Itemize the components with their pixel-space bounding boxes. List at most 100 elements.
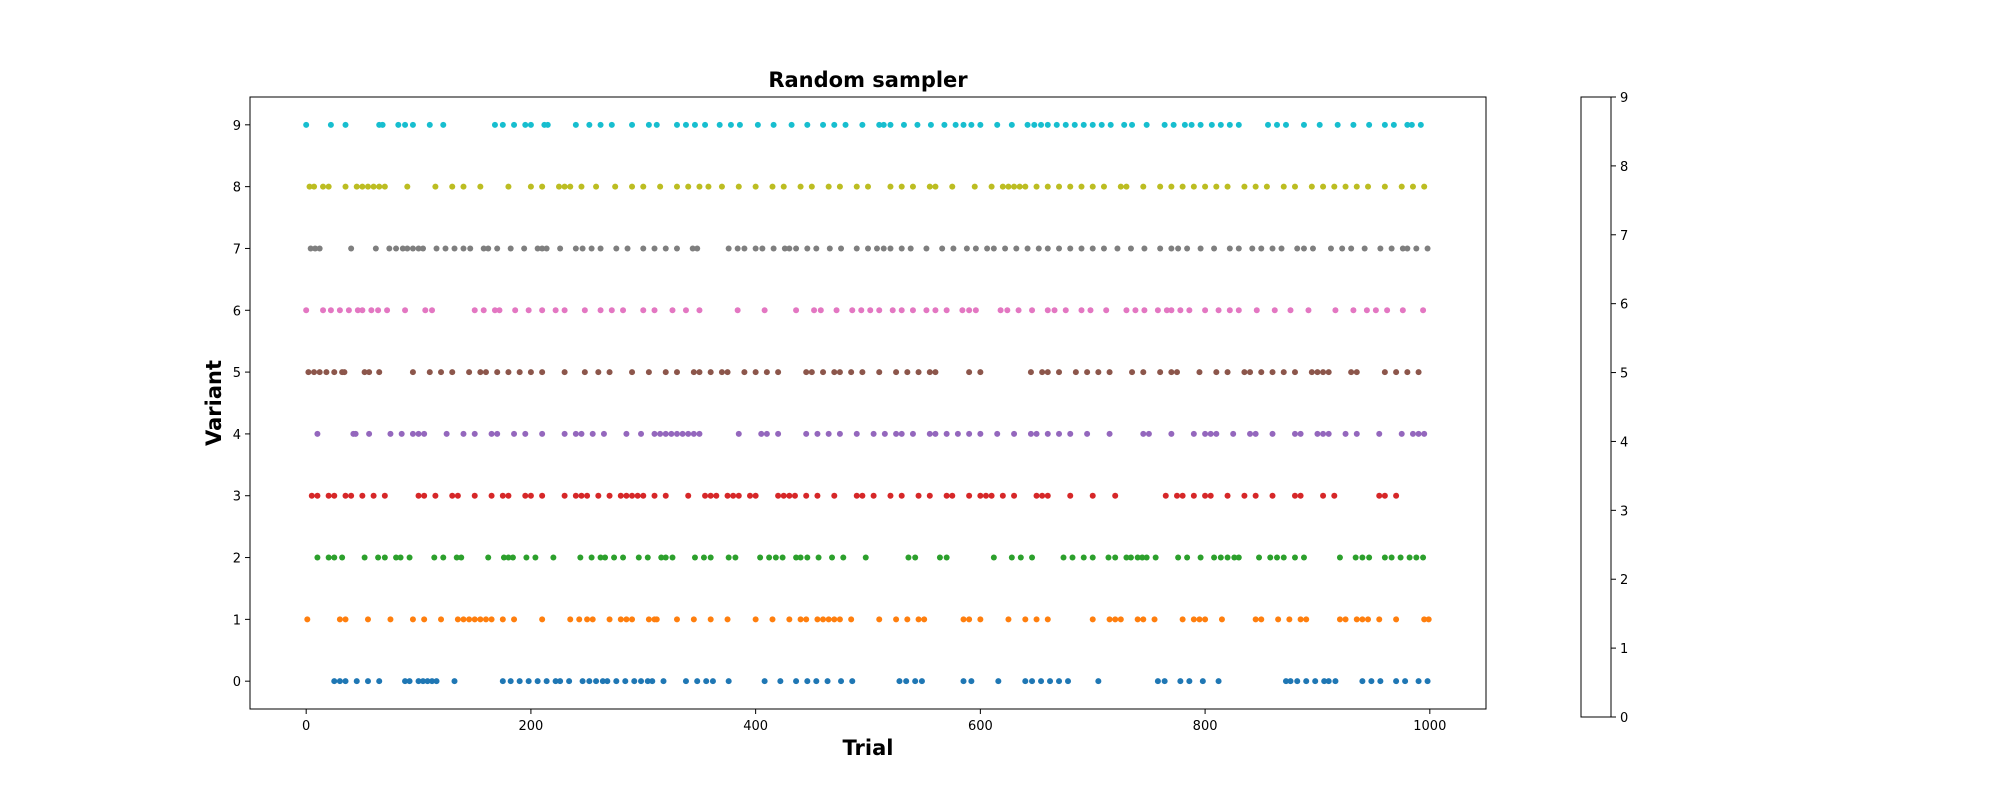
data-point — [314, 554, 321, 561]
data-point — [572, 245, 579, 252]
data-point — [1294, 245, 1301, 252]
data-point — [923, 245, 930, 252]
data-point — [815, 554, 822, 561]
data-point — [662, 245, 669, 252]
data-point — [1031, 121, 1038, 128]
data-point — [523, 554, 530, 561]
data-point — [1112, 492, 1119, 499]
data-point — [1336, 616, 1343, 623]
data-point — [1100, 183, 1107, 190]
colorbar: 0 1 2 3 4 5 6 7 8 9 — [1580, 91, 1628, 726]
data-point — [1252, 430, 1259, 437]
data-point — [984, 245, 991, 252]
data-point — [1336, 554, 1343, 561]
data-point — [1217, 121, 1224, 128]
data-point — [1022, 678, 1029, 685]
data-point — [1106, 430, 1113, 437]
data-point — [873, 245, 880, 252]
data-point — [1421, 430, 1428, 437]
data-point — [1095, 369, 1102, 376]
data-point — [1089, 183, 1096, 190]
data-point — [1143, 121, 1150, 128]
data-point — [638, 678, 645, 685]
y-tick-label: 7 — [233, 242, 241, 257]
data-point — [690, 616, 697, 623]
data-point — [754, 121, 761, 128]
data-point — [669, 307, 676, 314]
data-point — [1275, 616, 1282, 623]
data-point — [725, 554, 732, 561]
data-point — [364, 616, 371, 623]
data-point — [1404, 245, 1411, 252]
data-point — [1297, 430, 1304, 437]
data-point — [1300, 245, 1307, 252]
data-point — [912, 554, 919, 561]
data-point — [808, 183, 815, 190]
data-point — [1154, 307, 1161, 314]
data-point — [966, 492, 973, 499]
data-point — [597, 307, 604, 314]
data-point — [534, 678, 541, 685]
data-point — [1325, 430, 1332, 437]
data-point — [943, 554, 950, 561]
data-point — [1027, 430, 1034, 437]
data-point — [1056, 245, 1063, 252]
data-point — [880, 245, 887, 252]
data-point — [1177, 307, 1184, 314]
data-point — [420, 678, 427, 685]
data-point — [307, 245, 314, 252]
data-point — [769, 616, 776, 623]
y-axis-ticks: 0 1 2 3 4 5 6 7 8 9 — [233, 119, 250, 690]
data-point — [359, 183, 366, 190]
data-point — [1265, 121, 1272, 128]
data-point — [499, 492, 506, 499]
data-point — [1249, 245, 1256, 252]
data-point — [402, 678, 409, 685]
data-point — [327, 121, 334, 128]
data-point — [1089, 245, 1096, 252]
data-point — [1039, 369, 1046, 376]
data-point — [578, 430, 585, 437]
data-point — [1062, 307, 1069, 314]
data-point — [820, 616, 827, 623]
data-point — [968, 678, 975, 685]
data-point — [1381, 121, 1388, 128]
data-point — [1252, 616, 1259, 623]
data-point — [1179, 616, 1186, 623]
data-point — [1297, 492, 1304, 499]
data-point — [1258, 616, 1265, 623]
data-point — [1170, 121, 1177, 128]
data-point — [1044, 183, 1051, 190]
colorbar-tick-label: 1 — [1620, 642, 1628, 657]
data-point — [595, 492, 602, 499]
data-point — [454, 492, 461, 499]
data-point — [876, 616, 883, 623]
data-point — [1406, 554, 1413, 561]
data-point — [691, 121, 698, 128]
data-point — [1112, 616, 1119, 623]
data-point — [645, 369, 652, 376]
data-point — [1224, 492, 1231, 499]
data-point — [1197, 245, 1204, 252]
data-point — [657, 430, 664, 437]
y-axis-title: Variant — [202, 360, 226, 446]
data-point — [1008, 554, 1015, 561]
data-point — [1381, 554, 1388, 561]
data-point — [757, 554, 764, 561]
data-point — [960, 121, 967, 128]
y-tick-label: 4 — [233, 428, 241, 443]
data-point — [1425, 616, 1432, 623]
data-point — [1353, 616, 1360, 623]
colorbar-tick-label: 3 — [1620, 504, 1628, 519]
data-point — [339, 554, 346, 561]
data-point — [836, 616, 843, 623]
data-point — [1207, 492, 1214, 499]
x-tick-label: 400 — [743, 719, 768, 734]
data-point — [449, 369, 456, 376]
data-point — [724, 616, 731, 623]
data-point — [1291, 183, 1298, 190]
data-point — [1161, 678, 1168, 685]
data-point — [1393, 492, 1400, 499]
data-point — [1141, 307, 1148, 314]
data-point — [1051, 307, 1058, 314]
